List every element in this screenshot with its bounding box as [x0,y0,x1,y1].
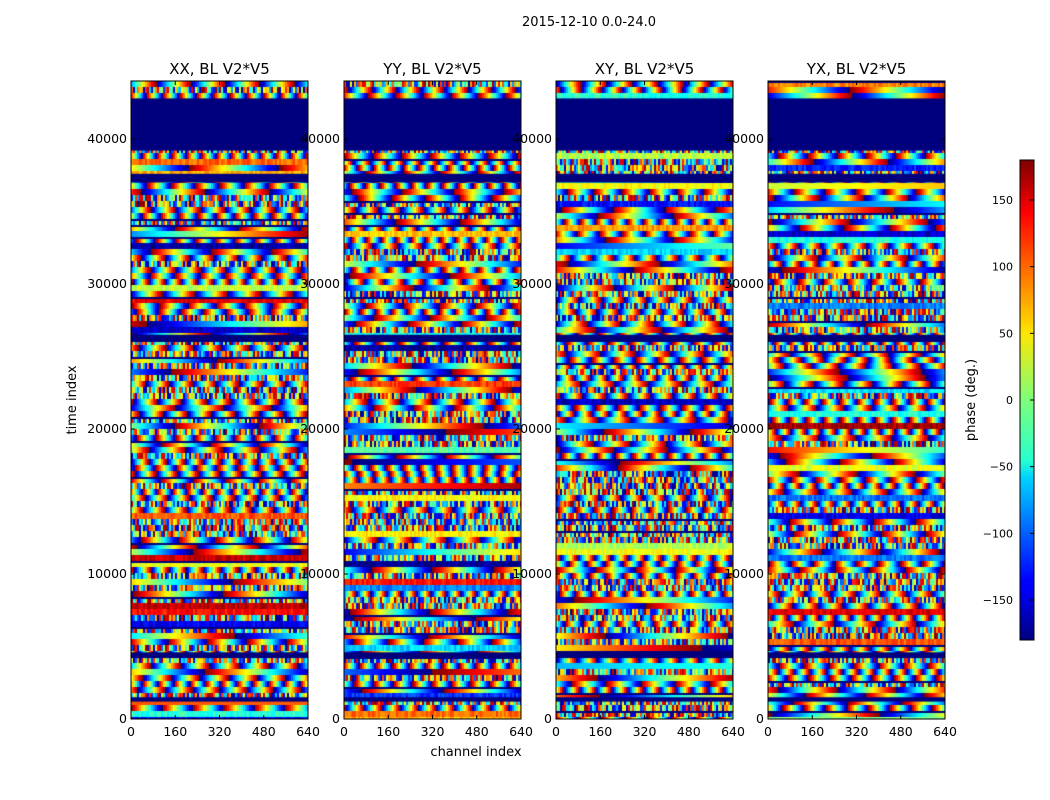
colorbar-tick-label: 50 [999,327,1013,340]
colorbar-tick-label: −150 [983,594,1013,607]
x-tick-label: 160 [376,724,400,739]
phase-waterfall [131,81,308,719]
x-tick-label: 160 [163,724,187,739]
x-tick-label: 0 [764,724,772,739]
x-tick-label: 480 [252,724,276,739]
subplot-xy: XY, BL V2*V5 0 160 320 480 640 0 10000 20000 3000… [512,60,745,739]
y-tick-label: 0 [756,711,764,726]
y-tick-label: 40000 [87,131,127,146]
phase-waterfall [768,81,945,719]
colorbar: 150 100 50 0 −50 −100 −150 phase (deg.) [964,159,1035,641]
subplot-title: XX, BL V2*V5 [169,60,270,78]
x-tick-label: 160 [800,724,824,739]
y-tick-label: 30000 [300,276,340,291]
x-tick-label: 320 [421,724,445,739]
x-tick-label: 0 [127,724,135,739]
y-tick-label: 10000 [724,566,764,581]
colorbar-label: phase (deg.) [964,359,979,441]
colorbar-tick-label: −100 [983,527,1013,540]
x-tick-label: 320 [633,724,657,739]
colorbar-ticks: 150 100 50 0 −50 −100 −150 [983,194,1034,607]
x-axis-label: channel index [430,745,521,760]
y-tick-label: 10000 [87,566,127,581]
subplot-title: YY, BL V2*V5 [382,60,481,78]
x-tick-label: 640 [933,724,957,739]
y-tick-label: 0 [544,711,552,726]
figure-suptitle: 2015-12-10 0.0-24.0 [522,15,656,30]
y-tick-label: 0 [119,711,127,726]
y-tick-label: 20000 [512,421,552,436]
y-tick-label: 20000 [724,421,764,436]
y-tick-label: 20000 [300,421,340,436]
y-axis-label: time index [65,365,80,434]
phase-waterfall [344,81,521,719]
y-tick-label: 40000 [300,131,340,146]
y-tick-label: 0 [332,711,340,726]
x-tick-label: 160 [588,724,612,739]
subplot-title: YX, BL V2*V5 [806,60,907,78]
phase-waterfall [556,81,733,719]
x-tick-label: 640 [509,724,533,739]
subplot-xx: XX, BL V2*V5 0 160 320 480 640 0 10000 20000 3000… [87,60,320,739]
x-tick-label: 0 [340,724,348,739]
x-tick-label: 480 [677,724,701,739]
x-tick-label: 480 [465,724,489,739]
x-tick-label: 640 [721,724,745,739]
colorbar-tick-label: −50 [990,461,1013,474]
x-tick-label: 320 [845,724,869,739]
y-tick-label: 40000 [724,131,764,146]
y-tick-label: 30000 [724,276,764,291]
subplot-yx: YX, BL V2*V5 0 160 320 480 640 0 10000 20000 3000… [724,60,957,739]
subplot-title: XY, BL V2*V5 [595,60,695,78]
x-tick-label: 480 [889,724,913,739]
colorbar-tick-label: 0 [1006,394,1013,407]
y-tick-label: 20000 [87,421,127,436]
x-tick-label: 0 [552,724,560,739]
subplot-yy: YY, BL V2*V5 0 160 320 480 640 0 10000 20000 3000… [300,60,533,739]
x-tick-label: 640 [296,724,320,739]
x-tick-label: 320 [208,724,232,739]
y-tick-label: 10000 [512,566,552,581]
y-tick-label: 40000 [512,131,552,146]
y-tick-label: 10000 [300,566,340,581]
colorbar-tick-label: 150 [992,194,1013,207]
y-tick-label: 30000 [512,276,552,291]
colorbar-tick-label: 100 [992,261,1013,274]
subplots: XX, BL V2*V5 0 160 320 480 640 0 10000 20000 3000… [87,60,957,739]
y-tick-label: 30000 [87,276,127,291]
